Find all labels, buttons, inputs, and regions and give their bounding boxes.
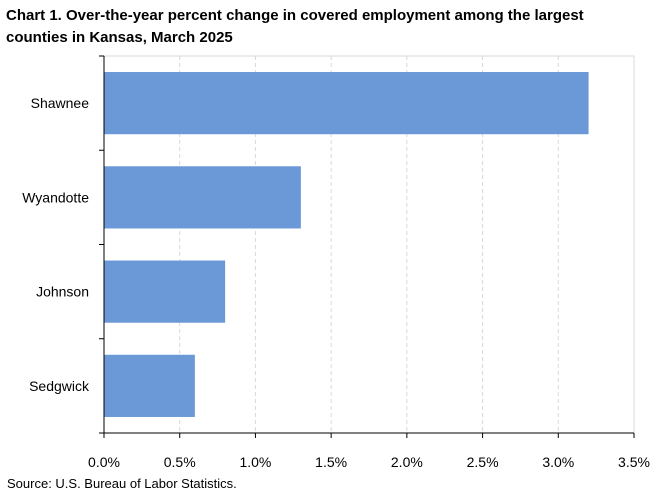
y-category-label: Sedgwick [29,378,90,394]
x-tick-label: 2.0% [391,454,423,470]
bar [104,72,589,135]
y-axis-labels: Shawnee Wyandotte Johnson Sedgwick [22,55,104,434]
bar [104,166,301,229]
bar [104,354,195,417]
x-tick-label: 3.0% [542,454,574,470]
x-tick-label: 3.5% [618,454,650,470]
source-note: Source: U.S. Bureau of Labor Statistics. [7,476,237,491]
x-tick-label: 1.0% [239,454,271,470]
y-category-label: Wyandotte [22,189,89,205]
chart-title: Chart 1. Over-the-year percent change in… [6,7,584,46]
x-tick-label: 1.5% [315,454,347,470]
x-axis-ticks: 0.0% 0.5% 1.0% 1.5% 2.0% 2.5% 3.0% 3.5% [88,433,650,470]
bars [104,72,589,417]
x-tick-label: 0.0% [88,454,120,470]
x-tick-label: 2.5% [467,454,499,470]
y-category-label: Shawnee [31,95,90,111]
bar [104,260,226,323]
x-tick-label: 0.5% [164,454,196,470]
y-category-label: Johnson [36,284,89,300]
